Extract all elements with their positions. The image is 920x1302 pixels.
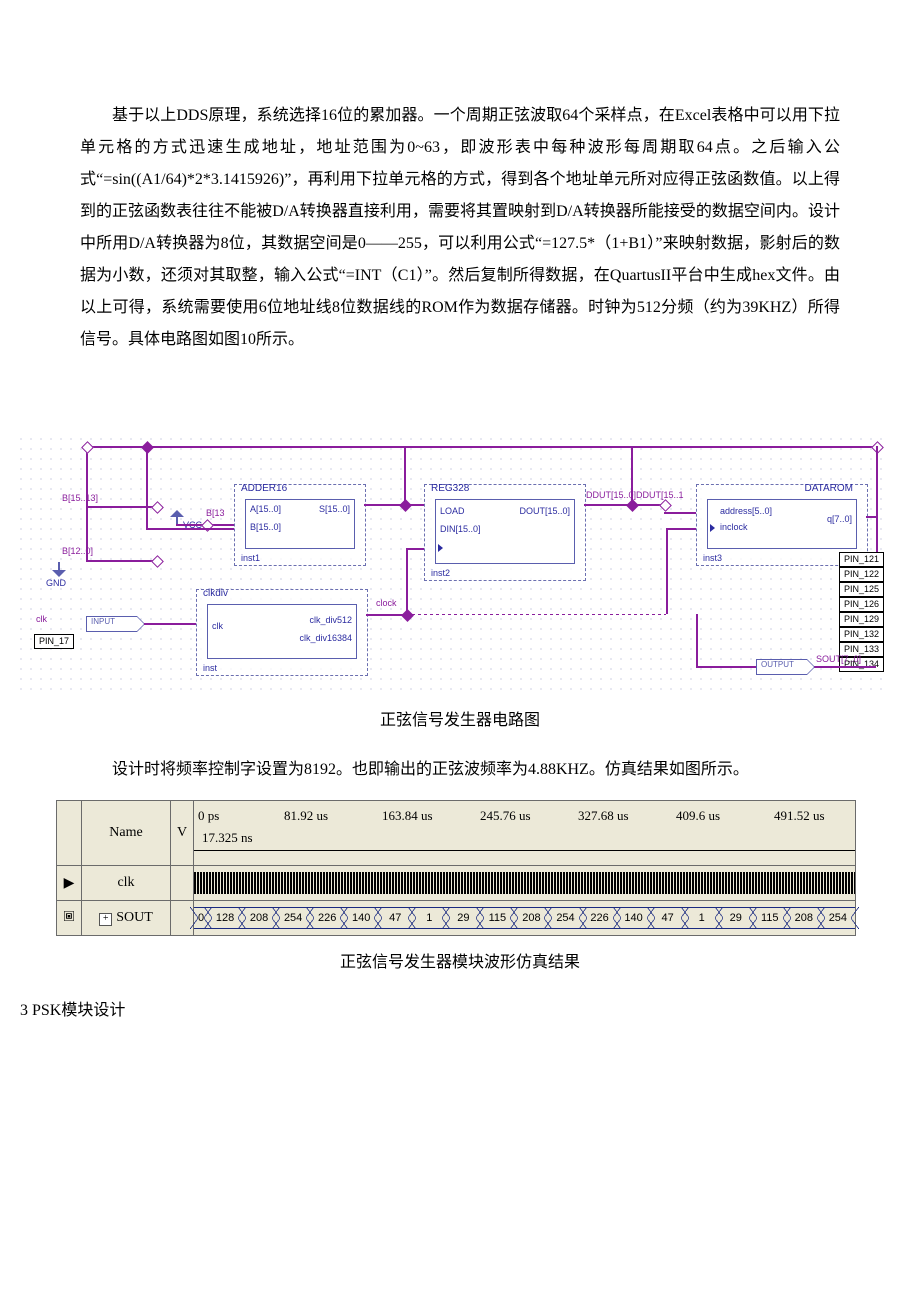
label-ddut1: DDUT[15..1 bbox=[636, 490, 684, 500]
sout-value: 254 bbox=[821, 907, 855, 929]
block-reg328: REG328 LOAD DIN[15..0] DOUT[15..0] inst2 bbox=[424, 484, 586, 581]
sout-value: 208 bbox=[242, 907, 276, 929]
label-b13: B[13 bbox=[206, 508, 225, 518]
sout-value: 140 bbox=[344, 907, 378, 929]
figure1-caption: 正弦信号发生器电路图 bbox=[0, 706, 920, 730]
section-3-heading: 3 PSK模块设计 bbox=[20, 996, 920, 1020]
vcc-symbol bbox=[170, 510, 184, 524]
sout-value: 208 bbox=[514, 907, 548, 929]
sout-value: 128 bbox=[208, 907, 242, 929]
label-b-hi: B[15..13] bbox=[62, 493, 98, 503]
figure2-caption: 正弦信号发生器模块波形仿真结果 bbox=[0, 948, 920, 972]
block-title-adder16: ADDER16 bbox=[241, 483, 287, 494]
sout-row-icon: 🞖 bbox=[63, 910, 74, 925]
block-title-clkdiv: clkdiv bbox=[203, 588, 228, 599]
paragraph-2: 设计时将频率控制字设置为8192。也即输出的正弦波频率为4.88KHZ。仿真结果… bbox=[80, 754, 840, 786]
label-gnd: GND bbox=[46, 578, 66, 588]
sout-value: 29 bbox=[719, 907, 753, 929]
label-clock: clock bbox=[376, 598, 397, 608]
paragraph-1: 基于以上DDS原理，系统选择16位的累加器。一个周期正弦波取64个采样点，在Ex… bbox=[80, 100, 840, 356]
pin-in: PIN_17 bbox=[34, 634, 74, 649]
label-sout: SOUT[7..0] bbox=[816, 654, 861, 664]
sout-value: 115 bbox=[753, 907, 787, 929]
expand-icon[interactable]: + bbox=[99, 913, 112, 926]
wave-header-val: V bbox=[171, 801, 194, 866]
sout-value: 29 bbox=[446, 907, 480, 929]
wave-ruler: 0 ps 81.92 us 163.84 us 245.76 us 327.68… bbox=[194, 802, 855, 864]
gnd-symbol bbox=[52, 562, 66, 576]
block-title-reg328: REG328 bbox=[431, 483, 469, 494]
clk-waveform bbox=[194, 872, 855, 894]
sout-value: 47 bbox=[651, 907, 685, 929]
sout-value: 254 bbox=[276, 907, 310, 929]
input-symbol-clk: INPUT bbox=[86, 616, 137, 632]
block-adder16: ADDER16 A[15..0] B[15..0] S[15..0] inst1 bbox=[234, 484, 366, 566]
sout-value: 1 bbox=[412, 907, 446, 929]
label-ddut0: DDUT[15..0] bbox=[586, 490, 636, 500]
sout-value: 226 bbox=[310, 907, 344, 929]
sout-value: 47 bbox=[378, 907, 412, 929]
output-symbol-sout: OUTPUT bbox=[756, 659, 807, 675]
sout-value: 115 bbox=[480, 907, 514, 929]
label-b-lo: B[12..0] bbox=[62, 546, 93, 556]
block-clkdiv: clkdiv clk clk_div512 clk_div16384 inst bbox=[196, 589, 368, 676]
sout-value: 1 bbox=[685, 907, 719, 929]
circuit-diagram: B[15..13] B[12..0] GND VCC B[13 ADDER16 … bbox=[16, 434, 886, 694]
label-clk: clk bbox=[36, 614, 47, 624]
wave-header-name: Name bbox=[82, 801, 171, 866]
sout-value: 208 bbox=[787, 907, 821, 929]
wave-row-clk: ▶ clk bbox=[57, 866, 856, 901]
wave-row-sout: 🞖 +SOUT 01282082542261404712911520825422… bbox=[57, 901, 856, 936]
waveform-figure: Name V 0 ps 81.92 us 163.84 us 245.76 us… bbox=[56, 800, 856, 936]
block-title-datarom: DATAROM bbox=[804, 483, 853, 494]
clk-row-icon: ▶ bbox=[64, 876, 75, 891]
sout-value: 226 bbox=[583, 907, 617, 929]
sout-value: 254 bbox=[548, 907, 582, 929]
sout-value: 140 bbox=[617, 907, 651, 929]
sout-value-sequence: 0128208254226140471291152082542261404712… bbox=[194, 907, 855, 929]
